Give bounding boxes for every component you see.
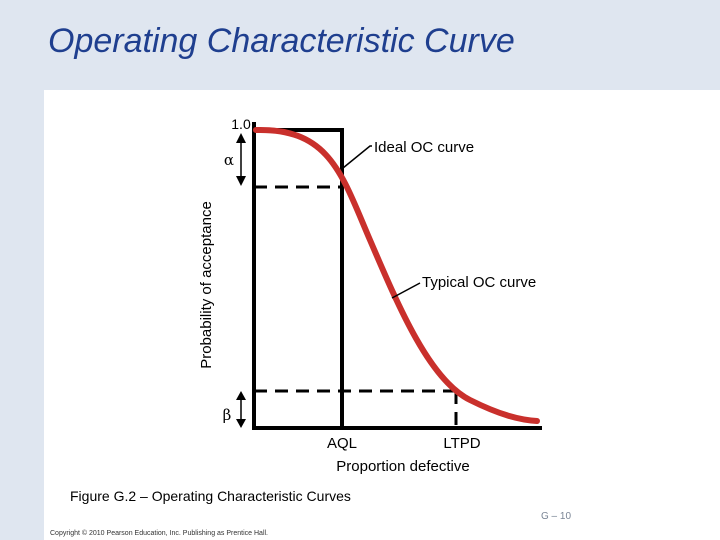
aql-label: AQL: [327, 435, 357, 452]
typical-leader-line: [391, 282, 421, 299]
y-top-tick: 1.0: [231, 116, 251, 132]
alpha-symbol: α: [224, 151, 234, 169]
ideal-oc-label: Ideal OC curve: [374, 139, 474, 156]
page-number: G – 10: [541, 511, 572, 522]
beta-symbol: β: [223, 406, 232, 424]
y-axis-label: Probability of acceptance: [198, 201, 215, 369]
typical-oc-label: Typical OC curve: [422, 274, 536, 291]
left-band: [0, 90, 44, 540]
ideal-oc-curve: [254, 128, 344, 428]
typical-oc-curve: [253, 126, 540, 424]
beta-arrow: [236, 391, 246, 428]
ltpd-label: LTPD: [443, 435, 480, 452]
header-band: [0, 0, 720, 90]
figure-caption: Figure G.2 – Operating Characteristic Cu…: [70, 488, 351, 504]
slide-title: Operating Characteristic Curve: [48, 22, 515, 60]
alpha-arrow: [236, 133, 246, 186]
x-axis-label: Proportion defective: [336, 458, 469, 475]
copyright-notice: Copyright © 2010 Pearson Education, Inc.…: [50, 530, 269, 537]
ideal-leader-line: [342, 145, 372, 169]
